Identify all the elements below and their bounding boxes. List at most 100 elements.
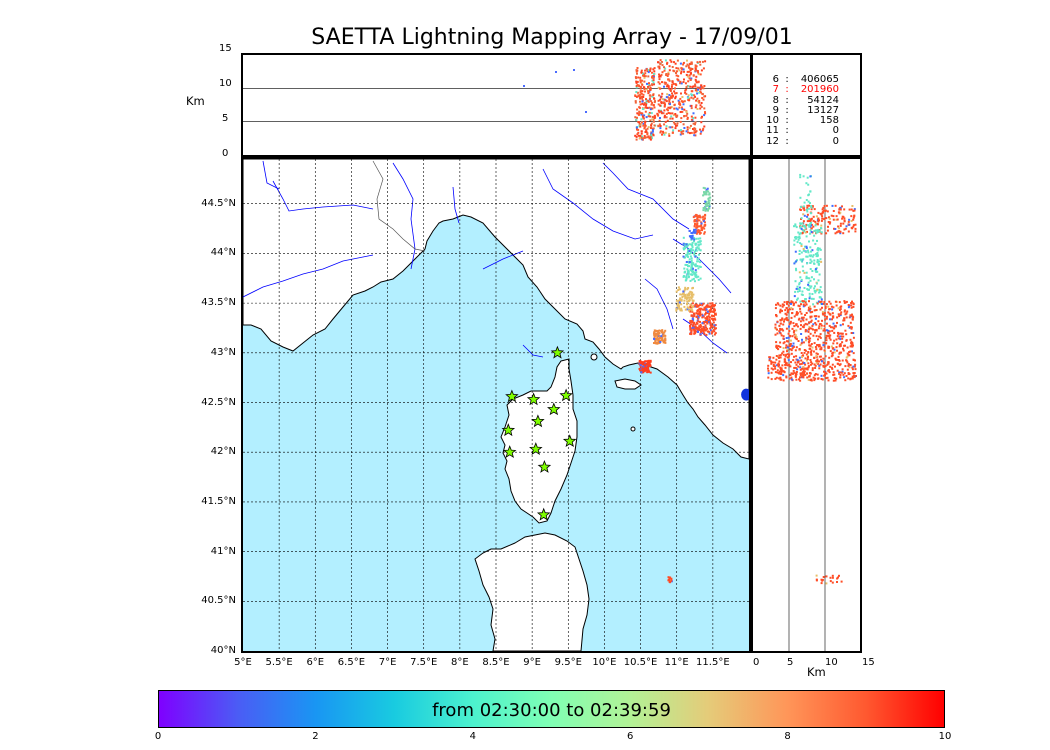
lightning-source bbox=[698, 248, 701, 251]
lightning-source bbox=[698, 307, 701, 310]
lightning-source bbox=[805, 337, 808, 340]
lightning-source bbox=[705, 317, 708, 320]
lightning-source bbox=[689, 324, 691, 327]
lightning-source bbox=[585, 111, 587, 113]
station-star bbox=[502, 445, 517, 459]
lightning-source bbox=[785, 375, 788, 378]
lightning-source bbox=[808, 309, 811, 312]
lightning-source bbox=[688, 258, 691, 261]
lightning-source bbox=[665, 100, 668, 103]
lightning-source bbox=[778, 372, 781, 375]
lightning-source bbox=[692, 74, 695, 77]
lightning-source bbox=[788, 330, 791, 332]
lightning-source bbox=[649, 97, 651, 100]
lightning-source bbox=[682, 130, 685, 133]
lightning-source bbox=[653, 97, 655, 100]
station-count-row: 12:0 bbox=[766, 135, 839, 147]
lightning-source bbox=[819, 286, 822, 289]
lightning-source bbox=[818, 291, 820, 294]
lightning-source bbox=[854, 223, 857, 226]
lightning-source bbox=[690, 270, 693, 272]
lightning-source bbox=[815, 360, 818, 363]
lightning-source bbox=[697, 100, 699, 103]
lightning-source bbox=[814, 291, 817, 294]
lightning-source bbox=[713, 333, 716, 336]
lightning-source bbox=[777, 345, 780, 348]
lightning-source bbox=[851, 366, 854, 369]
lightning-source bbox=[690, 96, 693, 99]
lightning-source bbox=[641, 102, 644, 105]
top-ytick: 10 bbox=[219, 78, 232, 89]
lightning-source bbox=[662, 332, 665, 335]
lightning-source bbox=[815, 578, 818, 581]
lightning-source bbox=[706, 190, 709, 193]
lightning-source bbox=[815, 309, 818, 312]
lightning-source bbox=[691, 246, 694, 249]
lightning-source bbox=[800, 312, 803, 315]
lightning-source bbox=[777, 365, 780, 368]
lightning-source bbox=[779, 341, 782, 344]
capraia-island bbox=[590, 353, 598, 361]
lightning-source bbox=[789, 343, 792, 346]
lightning-source bbox=[663, 104, 666, 107]
lightning-source bbox=[689, 132, 691, 135]
lightning-source bbox=[694, 214, 697, 217]
lightning-source bbox=[686, 118, 689, 120]
lightning-source bbox=[829, 221, 832, 224]
lightning-source bbox=[639, 90, 642, 93]
lightning-source bbox=[657, 109, 660, 112]
lightning-source bbox=[693, 131, 696, 134]
lightning-source bbox=[649, 88, 652, 91]
lightning-source bbox=[852, 365, 855, 368]
colorbar-tick: 4 bbox=[469, 731, 476, 742]
lightning-source bbox=[843, 309, 846, 312]
lightning-source bbox=[806, 220, 809, 223]
lightning-source bbox=[705, 205, 708, 208]
latitude-tick: 43.5°N bbox=[201, 297, 236, 309]
lightning-source bbox=[652, 118, 655, 121]
lightning-source bbox=[704, 313, 707, 316]
lightning-source bbox=[708, 193, 711, 196]
lightning-source bbox=[818, 343, 821, 346]
lightning-source bbox=[697, 309, 699, 312]
lightning-source bbox=[696, 246, 699, 249]
lightning-source bbox=[709, 302, 712, 305]
lightning-source bbox=[686, 63, 689, 66]
lightning-source bbox=[639, 91, 642, 94]
latitude-tick: 44.5°N bbox=[201, 197, 236, 209]
lightning-source bbox=[711, 324, 713, 327]
lightning-source bbox=[641, 137, 644, 140]
lightning-map-panel bbox=[241, 157, 752, 653]
lightning-source bbox=[839, 376, 842, 379]
lightning-source bbox=[706, 305, 709, 308]
lightning-source bbox=[807, 362, 810, 365]
lightning-source bbox=[639, 369, 642, 372]
lightning-source bbox=[786, 302, 788, 305]
lightning-source bbox=[658, 78, 661, 81]
lightning-source bbox=[849, 338, 852, 341]
lightning-source bbox=[806, 255, 809, 258]
lightning-source bbox=[832, 342, 835, 345]
lightning-source bbox=[679, 297, 682, 300]
lightning-source bbox=[787, 359, 790, 362]
lightning-source bbox=[662, 341, 665, 344]
lightning-source bbox=[775, 345, 778, 348]
lightning-source bbox=[778, 356, 780, 359]
lightning-source bbox=[669, 90, 672, 92]
lightning-source bbox=[805, 312, 808, 314]
lightning-source bbox=[816, 219, 819, 222]
lightning-source bbox=[830, 345, 833, 348]
lightning-source bbox=[824, 365, 827, 368]
lightning-source bbox=[699, 60, 701, 63]
lightning-source bbox=[639, 134, 642, 137]
lightning-source bbox=[684, 288, 687, 291]
lightning-source bbox=[699, 243, 702, 246]
lightning-source bbox=[703, 308, 706, 311]
lightning-source bbox=[695, 321, 698, 324]
colorbar-label: from 02:30:00 to 02:39:59 bbox=[432, 700, 671, 721]
country-border bbox=[372, 160, 426, 252]
lightning-source bbox=[710, 326, 713, 329]
lightning-source bbox=[789, 339, 792, 342]
lightning-source bbox=[841, 217, 844, 220]
lightning-source bbox=[683, 115, 686, 118]
